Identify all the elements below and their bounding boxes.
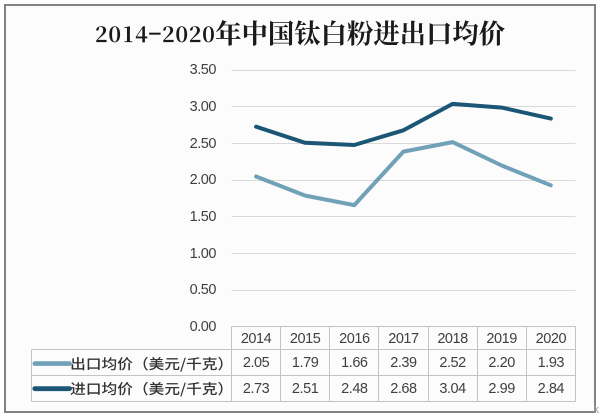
svg-text:k: k — [594, 404, 600, 416]
